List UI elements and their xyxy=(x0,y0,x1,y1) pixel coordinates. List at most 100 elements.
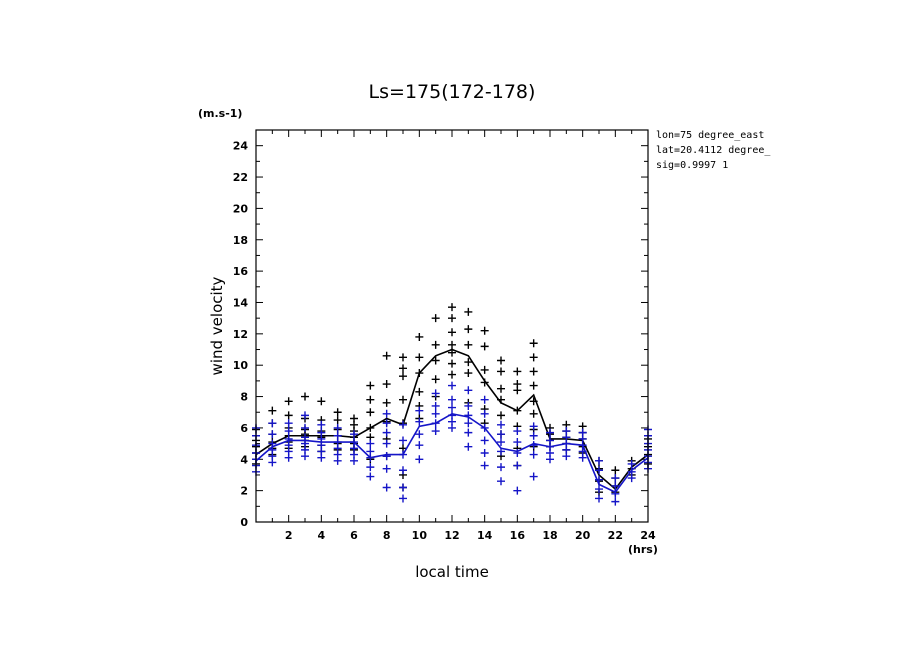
y-axis-label: wind velocity xyxy=(208,276,226,375)
series-2-point xyxy=(284,427,293,436)
series-1-point xyxy=(464,358,473,367)
series-2-point xyxy=(595,475,603,484)
series-1-point xyxy=(366,423,375,432)
x-tick-label: 18 xyxy=(542,529,557,542)
series-1-point xyxy=(350,414,358,423)
series-2-point xyxy=(431,419,440,428)
series-1-point xyxy=(497,356,505,365)
series-1-point xyxy=(399,353,407,362)
x-tick-label: 14 xyxy=(477,529,493,542)
series-2-point xyxy=(431,389,440,398)
series-2-point xyxy=(513,427,522,436)
series-2-point xyxy=(399,450,407,459)
series-2-point xyxy=(415,441,424,450)
y-tick-label: 14 xyxy=(233,296,249,309)
series-2-point xyxy=(366,472,375,481)
series-1-point xyxy=(480,378,489,387)
series-2-point xyxy=(480,436,489,445)
series-2-point xyxy=(366,463,375,472)
series-1-point xyxy=(366,408,375,417)
series-1-point xyxy=(529,397,538,406)
y-tick-label: 20 xyxy=(233,202,249,215)
series-2-point xyxy=(578,428,587,437)
series-1-point xyxy=(497,367,505,376)
series-2-point xyxy=(546,428,554,437)
series-2-point xyxy=(480,461,489,470)
series-1-point xyxy=(382,380,391,389)
series-1-point xyxy=(301,392,309,401)
series-2-point xyxy=(448,395,456,404)
series-2-point xyxy=(497,420,505,429)
series-2-point xyxy=(627,459,636,468)
series-1-point xyxy=(480,326,489,335)
series-2-point xyxy=(333,423,342,432)
series-1-point xyxy=(448,314,456,323)
series-1-point xyxy=(480,365,489,374)
series-2-point xyxy=(350,430,358,439)
series-layer xyxy=(252,303,652,506)
y-tick-label: 24 xyxy=(233,140,249,153)
series-2-point xyxy=(448,381,456,390)
series-1-point xyxy=(448,370,456,379)
series-2-point xyxy=(529,422,538,431)
y-tick-label: 8 xyxy=(240,391,248,404)
series-1-point xyxy=(415,369,424,378)
x-tick-label: 10 xyxy=(412,529,428,542)
series-1-point xyxy=(431,340,440,349)
series-2-point xyxy=(529,472,538,481)
series-1-point xyxy=(497,395,505,404)
y-axis-unit: (m.s-1) xyxy=(198,107,242,120)
series-2-point xyxy=(366,439,375,448)
series-1-point xyxy=(464,325,473,334)
series-2-point xyxy=(595,485,603,494)
series-2-point xyxy=(382,428,391,437)
series-2-point xyxy=(529,450,538,459)
series-2-point xyxy=(415,417,424,426)
y-tick-label: 6 xyxy=(240,422,248,435)
series-2 xyxy=(252,381,652,506)
series-1-point xyxy=(448,348,456,357)
series-2-point xyxy=(595,456,603,465)
series-2-point xyxy=(382,419,391,428)
series-1-point xyxy=(382,398,391,407)
series-2-point xyxy=(497,438,505,447)
series-2-point xyxy=(301,433,309,442)
series-2-point xyxy=(399,436,407,445)
series-2-point xyxy=(464,428,473,437)
plot-frame xyxy=(255,129,649,523)
series-1-point xyxy=(464,369,473,378)
series-2-point xyxy=(448,411,456,420)
series-2-point xyxy=(431,427,440,436)
y-tick-label: 4 xyxy=(240,453,248,466)
series-1-point xyxy=(480,342,489,351)
series-1-point xyxy=(333,408,342,417)
series-1-point xyxy=(529,339,538,348)
series-1-point xyxy=(513,406,522,415)
x-tick-label: 2 xyxy=(285,529,293,542)
series-1-point xyxy=(382,351,391,360)
series-1-point xyxy=(415,353,424,362)
series-2-point xyxy=(464,442,473,451)
series-1-point xyxy=(513,367,522,376)
series-2-point xyxy=(431,401,440,410)
series-1-point xyxy=(366,381,375,390)
series-2-point xyxy=(529,431,538,440)
y-tick-label: 22 xyxy=(233,171,248,184)
x-tick-label: 6 xyxy=(350,529,358,542)
series-1-point xyxy=(415,387,424,396)
series-2-point xyxy=(611,497,620,506)
series-1-point xyxy=(529,409,538,418)
series-2-point xyxy=(497,447,505,456)
info-lat: lat=20.4112 degree_ xyxy=(656,145,771,156)
y-tick-label: 12 xyxy=(233,328,248,341)
series-1-point xyxy=(366,395,375,404)
series-2-point xyxy=(399,420,407,429)
series-2-point xyxy=(317,420,326,429)
series-2-point xyxy=(382,409,391,418)
series-2-point xyxy=(513,449,522,458)
series-2-point xyxy=(268,419,277,428)
series-1-point xyxy=(497,384,505,393)
x-tick-label: 20 xyxy=(575,529,591,542)
series-1-point xyxy=(284,397,293,406)
